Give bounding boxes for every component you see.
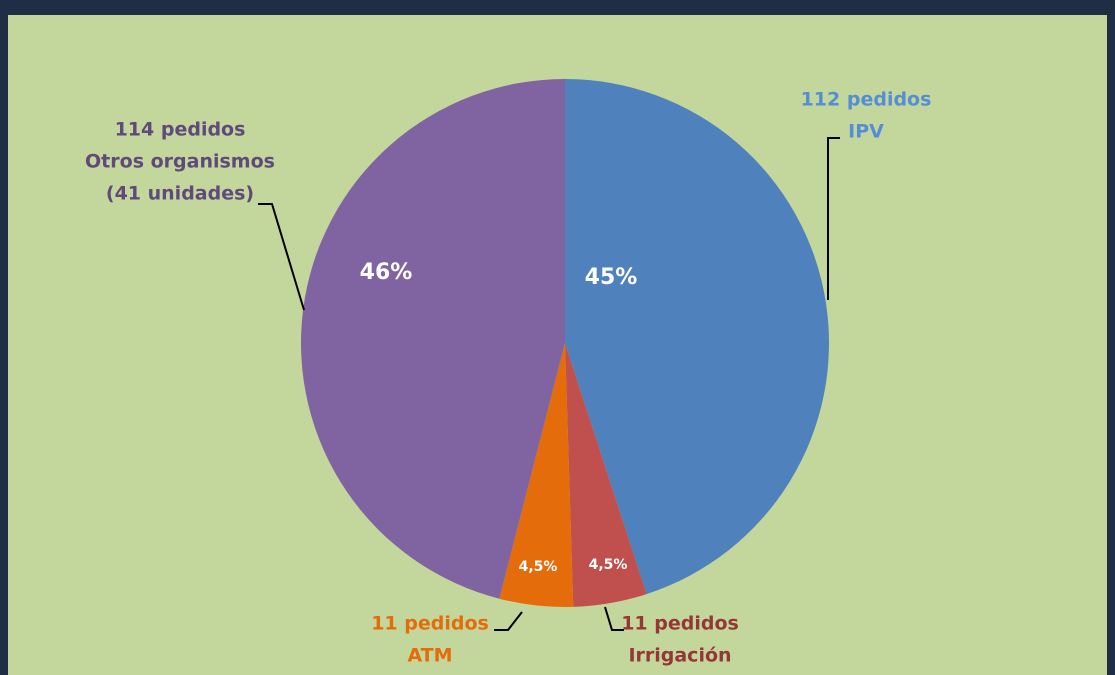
percent-label: 45% bbox=[585, 265, 638, 290]
category-label: Otros organismos bbox=[85, 151, 275, 173]
percent-label: 4,5% bbox=[519, 559, 558, 575]
leaders bbox=[258, 137, 840, 631]
percent-label: 4,5% bbox=[589, 557, 628, 573]
category-label: ATM bbox=[407, 645, 452, 667]
pie-slice bbox=[499, 343, 574, 608]
leader-line bbox=[604, 606, 624, 631]
leader-line bbox=[827, 137, 840, 300]
category-label: IPV bbox=[848, 121, 884, 143]
category-label: 11 pedidos bbox=[371, 613, 489, 635]
pie-slice bbox=[301, 79, 565, 599]
category-label: 112 pedidos bbox=[801, 89, 932, 111]
percent-label: 46% bbox=[360, 260, 413, 285]
category-label: 114 pedidos bbox=[115, 119, 246, 141]
pie-slice bbox=[565, 343, 647, 607]
leader-line bbox=[494, 611, 523, 631]
category-label: Irrigación bbox=[628, 645, 731, 667]
leader-line bbox=[258, 203, 305, 311]
category-label: (41 unidades) bbox=[106, 183, 254, 205]
pie-slice bbox=[565, 79, 829, 595]
category-label: 11 pedidos bbox=[621, 613, 739, 635]
